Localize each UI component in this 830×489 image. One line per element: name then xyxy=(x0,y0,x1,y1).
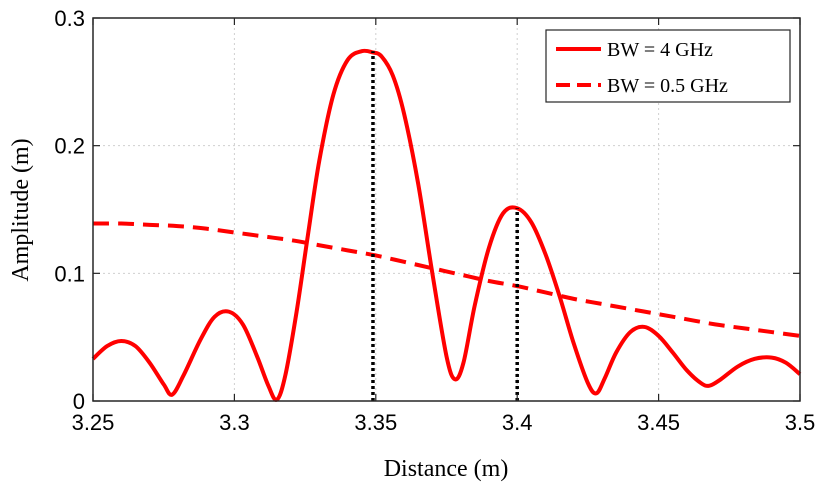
x-tick-label: 3.3 xyxy=(219,410,250,435)
legend-label-bw-05ghz: BW = 0.5 GHz xyxy=(607,75,728,97)
series-line-bw-4ghz xyxy=(91,48,802,402)
legend: BW = 4 GHz BW = 0.5 GHz xyxy=(545,29,791,103)
y-axis-label: Amplitude (m) xyxy=(8,138,34,281)
legend-label-bw-4ghz: BW = 4 GHz xyxy=(607,39,713,61)
axes-box xyxy=(92,17,801,402)
ticks: 3.25 3.3 3.35 3.4 3.45 3.5 0 0.1 0.2 0.3 xyxy=(54,6,815,435)
x-tick-label: 3.25 xyxy=(72,410,115,435)
y-tick-label: 0.2 xyxy=(54,134,85,159)
x-tick-label: 3.35 xyxy=(354,410,397,435)
y-tick-label: 0.3 xyxy=(54,6,85,31)
plot-area xyxy=(91,48,802,402)
series-line-bw-05ghz xyxy=(92,221,801,338)
x-axis-label: Distance (m) xyxy=(384,456,509,482)
x-tick-label: 3.45 xyxy=(637,410,680,435)
x-tick-label: 3.4 xyxy=(502,410,533,435)
y-tick-label: 0 xyxy=(73,389,85,414)
x-tick-label: 3.5 xyxy=(785,410,816,435)
legend-box xyxy=(545,29,791,103)
y-tick-label: 0.1 xyxy=(54,261,85,286)
